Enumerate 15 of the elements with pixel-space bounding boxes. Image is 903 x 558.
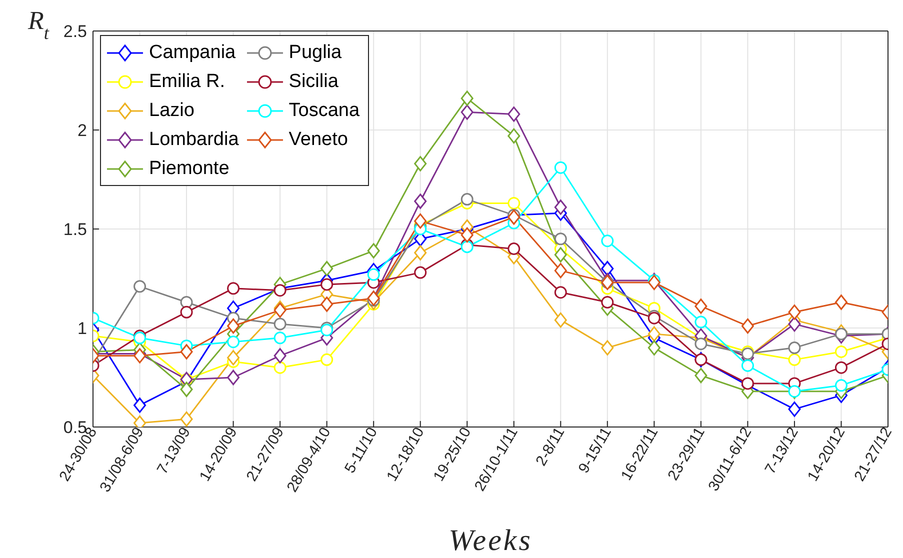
legend-label: Emilia R.: [149, 70, 226, 92]
y-tick-label: 2.5: [63, 22, 87, 42]
y-axis-title: R$_{t}$: [27, 6, 50, 43]
y-tick-label: 1.5: [63, 220, 87, 240]
y-tick-label: 2: [78, 121, 87, 140]
x-axis-title: Weeks: [448, 524, 532, 557]
legend-label: Lombardia: [149, 128, 239, 150]
legend-label: Toscana: [288, 100, 360, 122]
legend-label: Veneto: [288, 128, 348, 150]
legend-label: Lazio: [149, 100, 194, 122]
y-tick-label: 1: [78, 319, 87, 338]
legend-label: Puglia: [288, 42, 342, 64]
legend-label: Piemonte: [149, 158, 230, 180]
legend-label: Sicilia: [288, 70, 338, 92]
legend-label: Campania: [149, 42, 236, 64]
